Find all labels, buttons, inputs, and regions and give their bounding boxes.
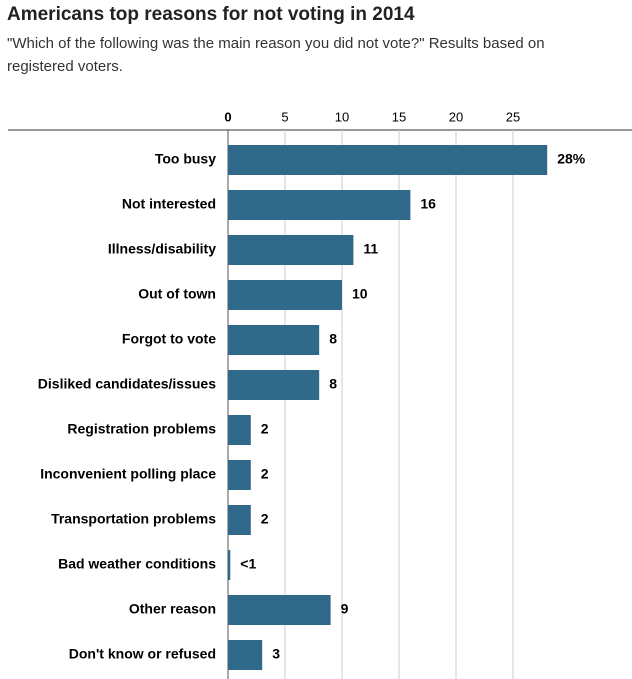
bar: [228, 550, 231, 580]
y-tick-label: Inconvenient polling place: [40, 466, 216, 482]
x-tick-label: 0: [224, 109, 231, 124]
y-tick-label: Forgot to vote: [122, 331, 216, 347]
y-tick-label: Too busy: [155, 151, 216, 167]
data-label: 11: [363, 241, 378, 257]
y-tick-label: Transportation problems: [51, 511, 216, 527]
bar: [228, 280, 342, 310]
bar: [228, 325, 320, 355]
chart-subtitle: "Which of the following was the main rea…: [7, 35, 545, 75]
bar: [228, 460, 251, 490]
x-tick-label: 20: [449, 109, 463, 124]
data-label: 28%: [557, 151, 586, 167]
x-tick-label: 25: [506, 109, 520, 124]
data-label: <1: [240, 556, 256, 572]
bar: [228, 415, 251, 445]
data-label: 2: [261, 466, 269, 482]
x-tick-label: 5: [281, 109, 288, 124]
data-label: 2: [261, 421, 269, 437]
y-tick-label: Don't know or refused: [69, 646, 216, 662]
y-tick-label: Bad weather conditions: [58, 556, 216, 572]
bar: [228, 595, 331, 625]
data-label: 9: [341, 601, 349, 617]
bar: [228, 235, 354, 265]
y-tick-label: Out of town: [138, 286, 216, 302]
header: Americans top reasons for not voting in …: [7, 4, 607, 78]
bar: [228, 370, 320, 400]
bar: [228, 505, 251, 535]
data-label: 16: [420, 196, 436, 212]
bar: [228, 190, 411, 220]
data-label: 8: [329, 376, 337, 392]
y-tick-label: Disliked candidates/issues: [38, 376, 216, 392]
data-label: 2: [261, 511, 269, 527]
data-label: 10: [352, 286, 368, 302]
y-tick-label: Not interested: [122, 196, 216, 212]
bar: [228, 640, 263, 670]
data-label: 3: [272, 646, 280, 662]
data-label: 8: [329, 331, 337, 347]
x-tick-label: 15: [392, 109, 406, 124]
y-tick-label: Other reason: [129, 601, 216, 617]
y-tick-label: Illness/disability: [108, 241, 216, 257]
x-tick-label: 10: [335, 109, 349, 124]
chart-title: Americans top reasons for not voting in …: [7, 4, 415, 25]
y-tick-label: Registration problems: [67, 421, 216, 437]
bar: [228, 145, 548, 175]
